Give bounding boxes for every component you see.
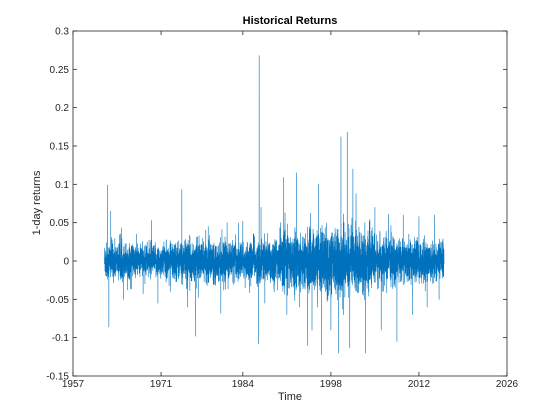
y-tick-label: 0.1 (55, 180, 69, 191)
y-axis-label: 1-day returns (31, 170, 43, 235)
x-tick-label: 1971 (150, 379, 173, 390)
y-tick-label: 0 (63, 257, 69, 268)
x-tick-label: 2012 (408, 379, 431, 390)
y-tick-label: 0.05 (50, 218, 70, 229)
plot-area (73, 31, 507, 376)
y-tick-label: -0.1 (52, 333, 70, 344)
x-tick-label: 1998 (320, 379, 343, 390)
y-tick-label: 0.3 (55, 27, 69, 38)
y-tick-label: -0.05 (46, 295, 69, 306)
x-axis-label: Time (278, 391, 302, 403)
y-tick-label: 0.15 (50, 142, 70, 153)
x-tick-label: 1984 (232, 379, 255, 390)
chart-title: Historical Returns (243, 15, 338, 27)
y-tick-label: -0.15 (46, 372, 69, 383)
y-tick-label: 0.2 (55, 103, 69, 114)
y-tick-label: 0.25 (50, 65, 70, 76)
x-tick-label: 2026 (496, 379, 519, 390)
